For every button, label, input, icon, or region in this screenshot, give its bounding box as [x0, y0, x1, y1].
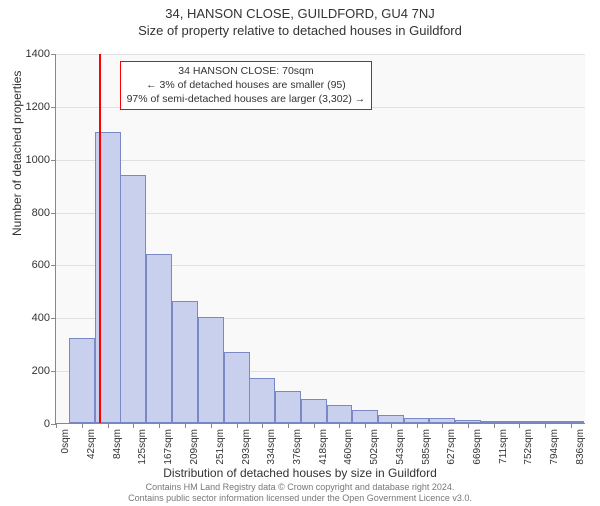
- gridline: [56, 54, 585, 55]
- xtick-mark: [262, 423, 263, 428]
- xtick-label: 334sqm: [266, 429, 277, 465]
- annotation-line1: 34 HANSON CLOSE: 70sqm: [127, 65, 366, 79]
- xtick-mark: [185, 423, 186, 428]
- xtick-mark: [571, 423, 572, 428]
- ytick-mark: [51, 318, 56, 319]
- xtick-label: 376sqm: [292, 429, 303, 465]
- xtick-mark: [391, 423, 392, 428]
- xtick-label: 418sqm: [318, 429, 329, 465]
- histogram-bar: [172, 301, 198, 423]
- xtick-label: 460sqm: [343, 429, 354, 465]
- histogram-bar: [146, 254, 172, 423]
- histogram-bar: [249, 378, 275, 423]
- histogram-bar: [275, 391, 301, 423]
- xtick-label: 84sqm: [112, 429, 123, 459]
- xtick-mark: [159, 423, 160, 428]
- xtick-label: 836sqm: [575, 429, 586, 465]
- annotation-line2: ← 3% of detached houses are smaller (95): [127, 79, 366, 93]
- xtick-label: 585sqm: [421, 429, 432, 465]
- ytick-mark: [51, 54, 56, 55]
- xtick-mark: [211, 423, 212, 428]
- xtick-label: 42sqm: [86, 429, 97, 459]
- annotation-box: 34 HANSON CLOSE: 70sqm← 3% of detached h…: [120, 61, 373, 110]
- ytick-label: 1200: [26, 101, 50, 113]
- xtick-mark: [108, 423, 109, 428]
- histogram-bar: [378, 415, 404, 423]
- footer-line2: Contains public sector information licen…: [0, 493, 600, 504]
- ytick-mark: [51, 160, 56, 161]
- ytick-mark: [51, 107, 56, 108]
- xtick-mark: [288, 423, 289, 428]
- histogram-bar: [352, 410, 378, 423]
- xtick-label: 502sqm: [369, 429, 380, 465]
- xtick-label: 167sqm: [163, 429, 174, 465]
- plot-area: 02004006008001000120014000sqm42sqm84sqm1…: [55, 54, 585, 424]
- xtick-label: 543sqm: [395, 429, 406, 465]
- xtick-label: 293sqm: [241, 429, 252, 465]
- histogram-bar: [120, 175, 146, 423]
- footer-attribution: Contains HM Land Registry data © Crown c…: [0, 482, 600, 504]
- xtick-mark: [82, 423, 83, 428]
- histogram-bar: [69, 338, 95, 423]
- histogram-bar: [327, 405, 353, 424]
- property-marker-line: [99, 54, 101, 423]
- chart-area: 02004006008001000120014000sqm42sqm84sqm1…: [55, 54, 585, 424]
- xtick-label: 0sqm: [60, 429, 71, 453]
- xtick-mark: [442, 423, 443, 428]
- xtick-label: 711sqm: [498, 429, 509, 464]
- xtick-label: 794sqm: [549, 429, 560, 465]
- ytick-label: 800: [32, 207, 50, 219]
- xtick-mark: [56, 423, 57, 428]
- ytick-label: 600: [32, 259, 50, 271]
- page-subtitle: Size of property relative to detached ho…: [0, 23, 600, 38]
- xtick-mark: [545, 423, 546, 428]
- gridline: [56, 160, 585, 161]
- xtick-mark: [133, 423, 134, 428]
- ytick-mark: [51, 265, 56, 266]
- xtick-mark: [314, 423, 315, 428]
- histogram-bar: [198, 317, 224, 423]
- histogram-bar: [224, 352, 250, 423]
- histogram-bar: [301, 399, 327, 423]
- y-axis-label: Number of detached properties: [10, 71, 24, 236]
- xtick-mark: [339, 423, 340, 428]
- xtick-label: 627sqm: [446, 429, 457, 465]
- xtick-label: 752sqm: [523, 429, 534, 465]
- xtick-mark: [417, 423, 418, 428]
- ytick-mark: [51, 371, 56, 372]
- footer-line1: Contains HM Land Registry data © Crown c…: [0, 482, 600, 493]
- annotation-line3: 97% of semi-detached houses are larger (…: [127, 93, 366, 107]
- xtick-label: 209sqm: [189, 429, 200, 465]
- xtick-mark: [519, 423, 520, 428]
- xtick-mark: [365, 423, 366, 428]
- xtick-label: 125sqm: [137, 429, 148, 465]
- ytick-label: 400: [32, 312, 50, 324]
- page-address-title: 34, HANSON CLOSE, GUILDFORD, GU4 7NJ: [0, 6, 600, 21]
- xtick-mark: [494, 423, 495, 428]
- xtick-label: 669sqm: [472, 429, 483, 465]
- ytick-label: 0: [44, 418, 50, 430]
- ytick-label: 1400: [26, 48, 50, 60]
- xtick-label: 251sqm: [215, 429, 226, 465]
- ytick-label: 200: [32, 365, 50, 377]
- ytick-label: 1000: [26, 154, 50, 166]
- xtick-mark: [468, 423, 469, 428]
- ytick-mark: [51, 213, 56, 214]
- x-axis-label: Distribution of detached houses by size …: [0, 466, 600, 480]
- xtick-mark: [237, 423, 238, 428]
